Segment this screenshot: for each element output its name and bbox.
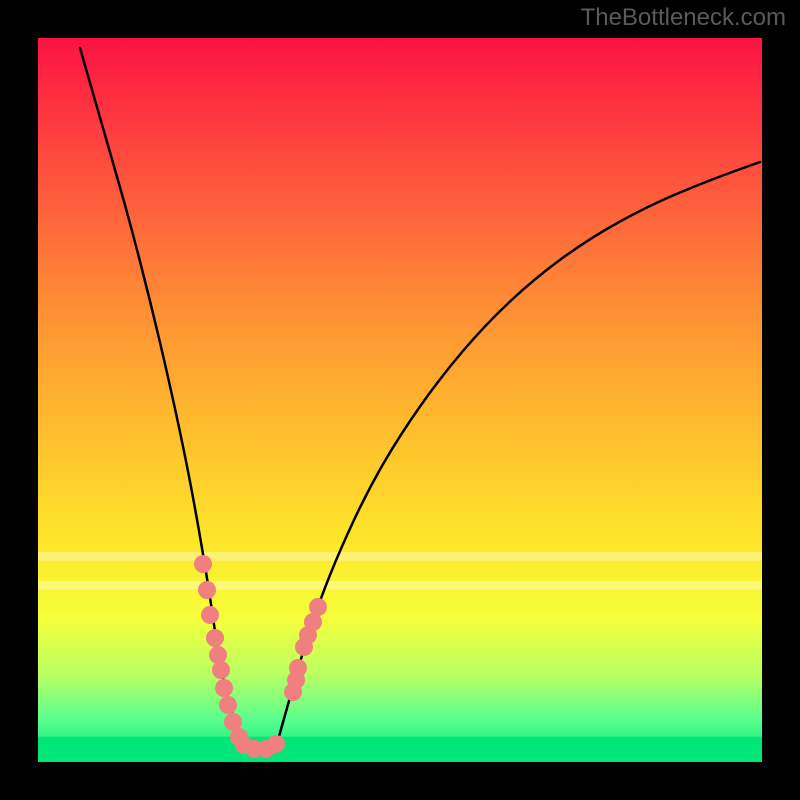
plot-svg bbox=[38, 38, 762, 762]
left-arm-dot-0 bbox=[194, 555, 212, 573]
floor-dot-3 bbox=[267, 735, 285, 753]
left-arm-dot-5 bbox=[212, 661, 230, 679]
green-bottom-band bbox=[38, 737, 762, 762]
left-arm-dot-2 bbox=[201, 606, 219, 624]
chart-stage: TheBottleneck.com bbox=[0, 0, 800, 800]
right-arm-dot-3 bbox=[284, 683, 302, 701]
highlight-band-0 bbox=[38, 552, 762, 561]
highlight-band-1 bbox=[38, 581, 762, 590]
left-arm-dot-6 bbox=[215, 679, 233, 697]
plot-area bbox=[38, 38, 762, 762]
left-arm-dot-3 bbox=[206, 629, 224, 647]
left-arm-dot-1 bbox=[198, 581, 216, 599]
left-arm-dot-7 bbox=[219, 696, 237, 714]
left-arm-dot-4 bbox=[209, 646, 227, 664]
watermark-text: TheBottleneck.com bbox=[581, 4, 786, 32]
right-arm-dot-6 bbox=[299, 626, 317, 644]
gradient-background bbox=[38, 38, 762, 762]
